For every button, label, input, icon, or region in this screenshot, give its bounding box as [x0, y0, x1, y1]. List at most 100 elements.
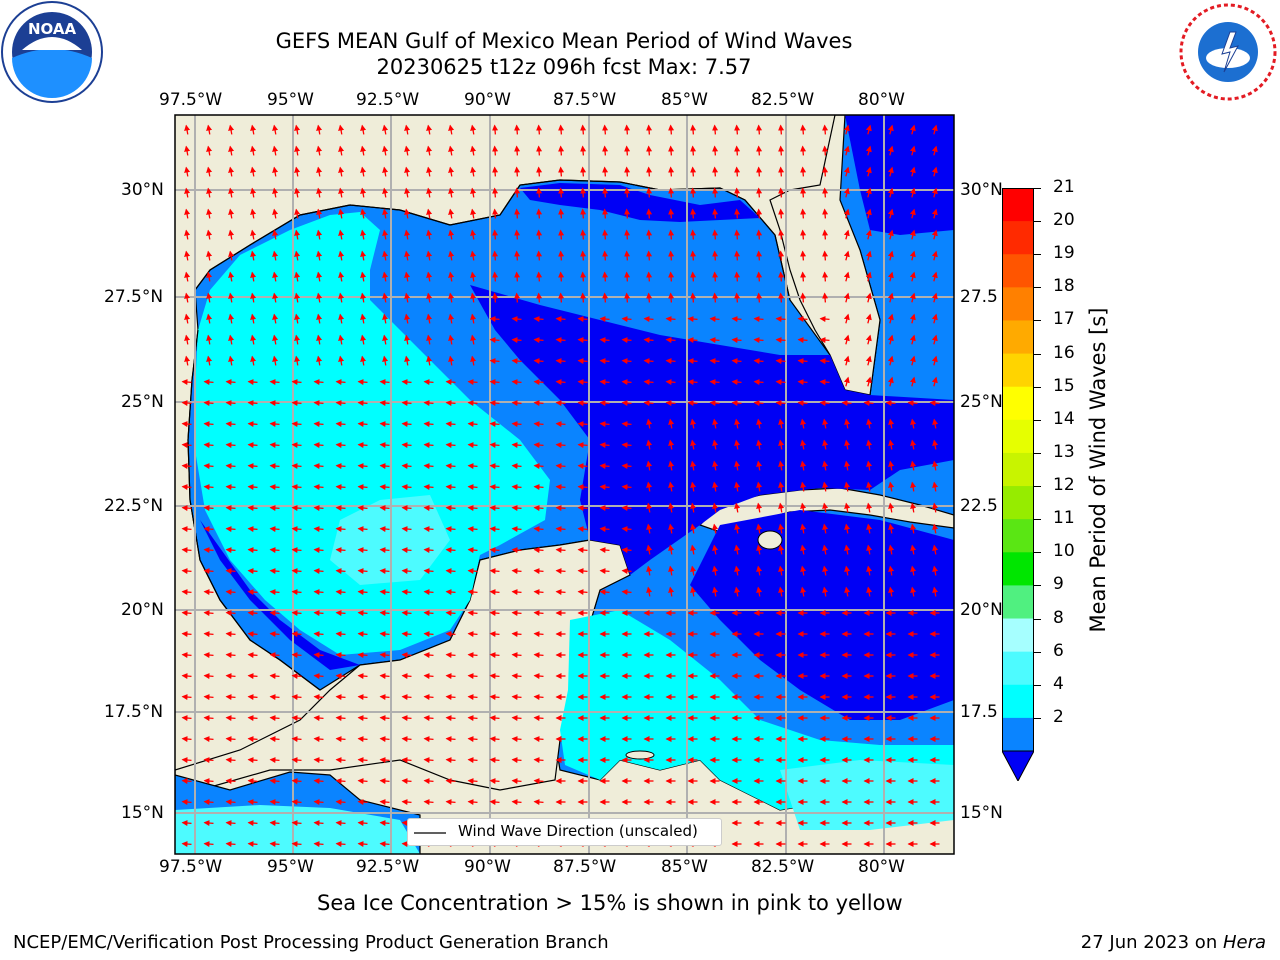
- wind-wave-arrow: [514, 208, 521, 219]
- wind-wave-arrow: [800, 439, 807, 450]
- wind-wave-arrow: [558, 250, 565, 261]
- wind-wave-arrow: [181, 652, 192, 659]
- wind-wave-arrow: [181, 421, 192, 428]
- wind-wave-arrow: [206, 166, 213, 177]
- wind-wave-arrow: [401, 610, 412, 617]
- wind-wave-arrow: [690, 208, 697, 219]
- wind-wave-arrow: [338, 166, 345, 177]
- wind-wave-arrow: [426, 271, 433, 282]
- wind-wave-arrow: [778, 502, 785, 513]
- wind-wave-arrow: [687, 316, 698, 323]
- wind-wave-arrow: [511, 715, 522, 722]
- wind-wave-arrow: [203, 694, 214, 701]
- wind-wave-arrow: [888, 565, 895, 576]
- wind-wave-arrow: [756, 292, 763, 303]
- wind-wave-arrow: [470, 166, 477, 177]
- wind-wave-arrow: [843, 124, 850, 135]
- lat-label-left: 15°N: [121, 803, 164, 823]
- wind-wave-arrow: [181, 505, 192, 512]
- wind-wave-arrow: [423, 463, 434, 470]
- colorbar-tick-label: 18: [1053, 276, 1075, 297]
- wind-wave-arrow: [203, 757, 214, 764]
- wind-wave-arrow: [533, 757, 544, 764]
- wind-wave-arrow: [445, 379, 456, 386]
- wind-wave-arrow: [580, 250, 587, 261]
- wind-wave-arrow: [335, 820, 346, 827]
- wind-wave-arrow: [646, 481, 653, 492]
- wind-wave-arrow: [269, 484, 280, 491]
- wind-wave-arrow: [379, 568, 390, 575]
- wind-wave-arrow: [687, 358, 698, 365]
- wind-wave-arrow: [489, 484, 500, 491]
- lon-label-bottom: 97.5°W: [159, 857, 223, 877]
- wind-wave-arrow: [269, 421, 280, 428]
- wind-wave-arrow: [778, 166, 785, 177]
- wind-wave-arrow: [250, 250, 257, 261]
- wind-wave-arrow: [822, 229, 829, 240]
- wind-wave-arrow: [668, 502, 675, 513]
- wind-wave-arrow: [844, 502, 851, 513]
- wind-wave-arrow: [756, 208, 763, 219]
- wind-wave-arrow: [865, 187, 872, 198]
- wind-wave-arrow: [643, 358, 654, 365]
- wind-wave-arrow: [822, 166, 829, 177]
- colorbar-tick-mark: [1034, 519, 1041, 521]
- wind-wave-arrow: [423, 442, 434, 449]
- wind-wave-arrow: [401, 652, 412, 659]
- wind-wave-arrow: [269, 463, 280, 470]
- wind-wave-arrow: [621, 484, 632, 491]
- wind-wave-arrow: [690, 292, 697, 303]
- wind-wave-arrow: [379, 421, 390, 428]
- wind-wave-arrow: [338, 229, 345, 240]
- wind-wave-arrow: [294, 250, 301, 261]
- wind-wave-arrow: [203, 610, 214, 617]
- wind-wave-arrow: [272, 145, 279, 156]
- wind-wave-arrow: [511, 337, 522, 344]
- colorbar: [1001, 188, 1035, 783]
- lat-label-right: 30°N: [960, 180, 1003, 200]
- colorbar-tick-mark: [1034, 254, 1041, 256]
- wind-wave-arrow: [621, 358, 632, 365]
- wind-wave-arrow: [844, 439, 851, 450]
- lat-label-left: 30°N: [121, 180, 164, 200]
- wind-wave-arrow: [511, 463, 522, 470]
- wind-wave-arrow: [843, 292, 850, 303]
- wind-wave-arrow: [643, 316, 654, 323]
- wind-wave-arrow: [778, 439, 785, 450]
- wind-wave-arrow: [511, 505, 522, 512]
- wind-wave-arrow: [313, 568, 324, 575]
- wind-wave-arrow: [887, 145, 894, 156]
- colorbar-tick-label: 10: [1053, 541, 1075, 562]
- wind-wave-arrow: [690, 166, 697, 177]
- wind-wave-arrow: [536, 250, 543, 261]
- wind-wave-arrow: [577, 505, 588, 512]
- wind-wave-arrow: [357, 673, 368, 680]
- wind-wave-arrow: [467, 379, 478, 386]
- wind-wave-arrow: [885, 400, 896, 407]
- wind-wave-arrow: [247, 673, 258, 680]
- wind-wave-arrow: [316, 250, 323, 261]
- wind-wave-arrow: [712, 565, 719, 576]
- wind-wave-arrow: [492, 166, 499, 177]
- wind-wave-arrow: [467, 778, 478, 785]
- wind-wave-arrow: [621, 316, 632, 323]
- wind-wave-arrow: [225, 484, 236, 491]
- wind-wave-arrow: [247, 841, 258, 848]
- wind-wave-arrow: [577, 589, 588, 596]
- wind-wave-arrow: [866, 460, 873, 471]
- wind-wave-arrow: [712, 418, 719, 429]
- wind-wave-arrow: [467, 673, 478, 680]
- wind-wave-arrow: [225, 421, 236, 428]
- wind-wave-arrow: [203, 589, 214, 596]
- wind-wave-arrow: [423, 484, 434, 491]
- wind-wave-arrow: [228, 229, 235, 240]
- wind-wave-arrow: [734, 250, 741, 261]
- wind-wave-arrow: [555, 358, 566, 365]
- wind-wave-arrow: [203, 421, 214, 428]
- wind-wave-arrow: [909, 208, 916, 219]
- wind-wave-arrow: [382, 187, 389, 198]
- wind-wave-arrow: [731, 358, 742, 365]
- wind-wave-arrow: [690, 460, 697, 471]
- colorbar-segment: [1002, 320, 1034, 355]
